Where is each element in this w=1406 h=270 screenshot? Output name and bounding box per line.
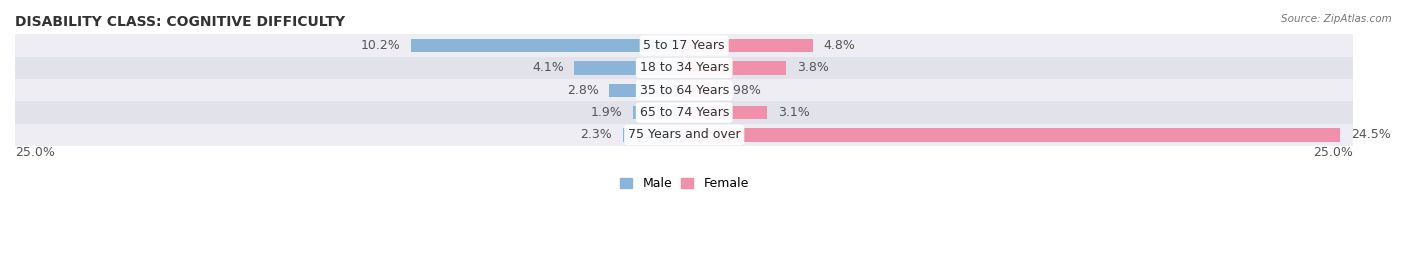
- Bar: [623, 128, 685, 142]
- Text: 2.3%: 2.3%: [581, 129, 612, 141]
- Legend: Male, Female: Male, Female: [620, 177, 748, 190]
- Bar: [411, 39, 685, 52]
- Bar: [15, 34, 1354, 57]
- Text: 25.0%: 25.0%: [15, 146, 55, 159]
- Text: 0.98%: 0.98%: [721, 84, 761, 97]
- Text: Source: ZipAtlas.com: Source: ZipAtlas.com: [1281, 14, 1392, 23]
- Bar: [15, 57, 1354, 79]
- Bar: [633, 106, 685, 119]
- Text: 4.1%: 4.1%: [531, 61, 564, 74]
- Text: 65 to 74 Years: 65 to 74 Years: [640, 106, 728, 119]
- Text: 1.9%: 1.9%: [591, 106, 623, 119]
- Text: 24.5%: 24.5%: [1351, 129, 1391, 141]
- Text: 4.8%: 4.8%: [824, 39, 855, 52]
- Text: 18 to 34 Years: 18 to 34 Years: [640, 61, 728, 74]
- Text: 5 to 17 Years: 5 to 17 Years: [644, 39, 725, 52]
- Text: 3.1%: 3.1%: [778, 106, 810, 119]
- Bar: [685, 128, 1340, 142]
- Bar: [575, 61, 685, 75]
- Text: 75 Years and over: 75 Years and over: [628, 129, 741, 141]
- Text: DISABILITY CLASS: COGNITIVE DIFFICULTY: DISABILITY CLASS: COGNITIVE DIFFICULTY: [15, 15, 344, 29]
- Text: 10.2%: 10.2%: [361, 39, 401, 52]
- Text: 2.8%: 2.8%: [567, 84, 599, 97]
- Bar: [15, 79, 1354, 102]
- Bar: [609, 83, 685, 97]
- Bar: [685, 39, 813, 52]
- Bar: [15, 124, 1354, 146]
- Text: 25.0%: 25.0%: [1313, 146, 1354, 159]
- Text: 3.8%: 3.8%: [797, 61, 828, 74]
- Bar: [685, 83, 710, 97]
- Bar: [685, 106, 768, 119]
- Text: 35 to 64 Years: 35 to 64 Years: [640, 84, 728, 97]
- Bar: [15, 102, 1354, 124]
- Bar: [685, 61, 786, 75]
